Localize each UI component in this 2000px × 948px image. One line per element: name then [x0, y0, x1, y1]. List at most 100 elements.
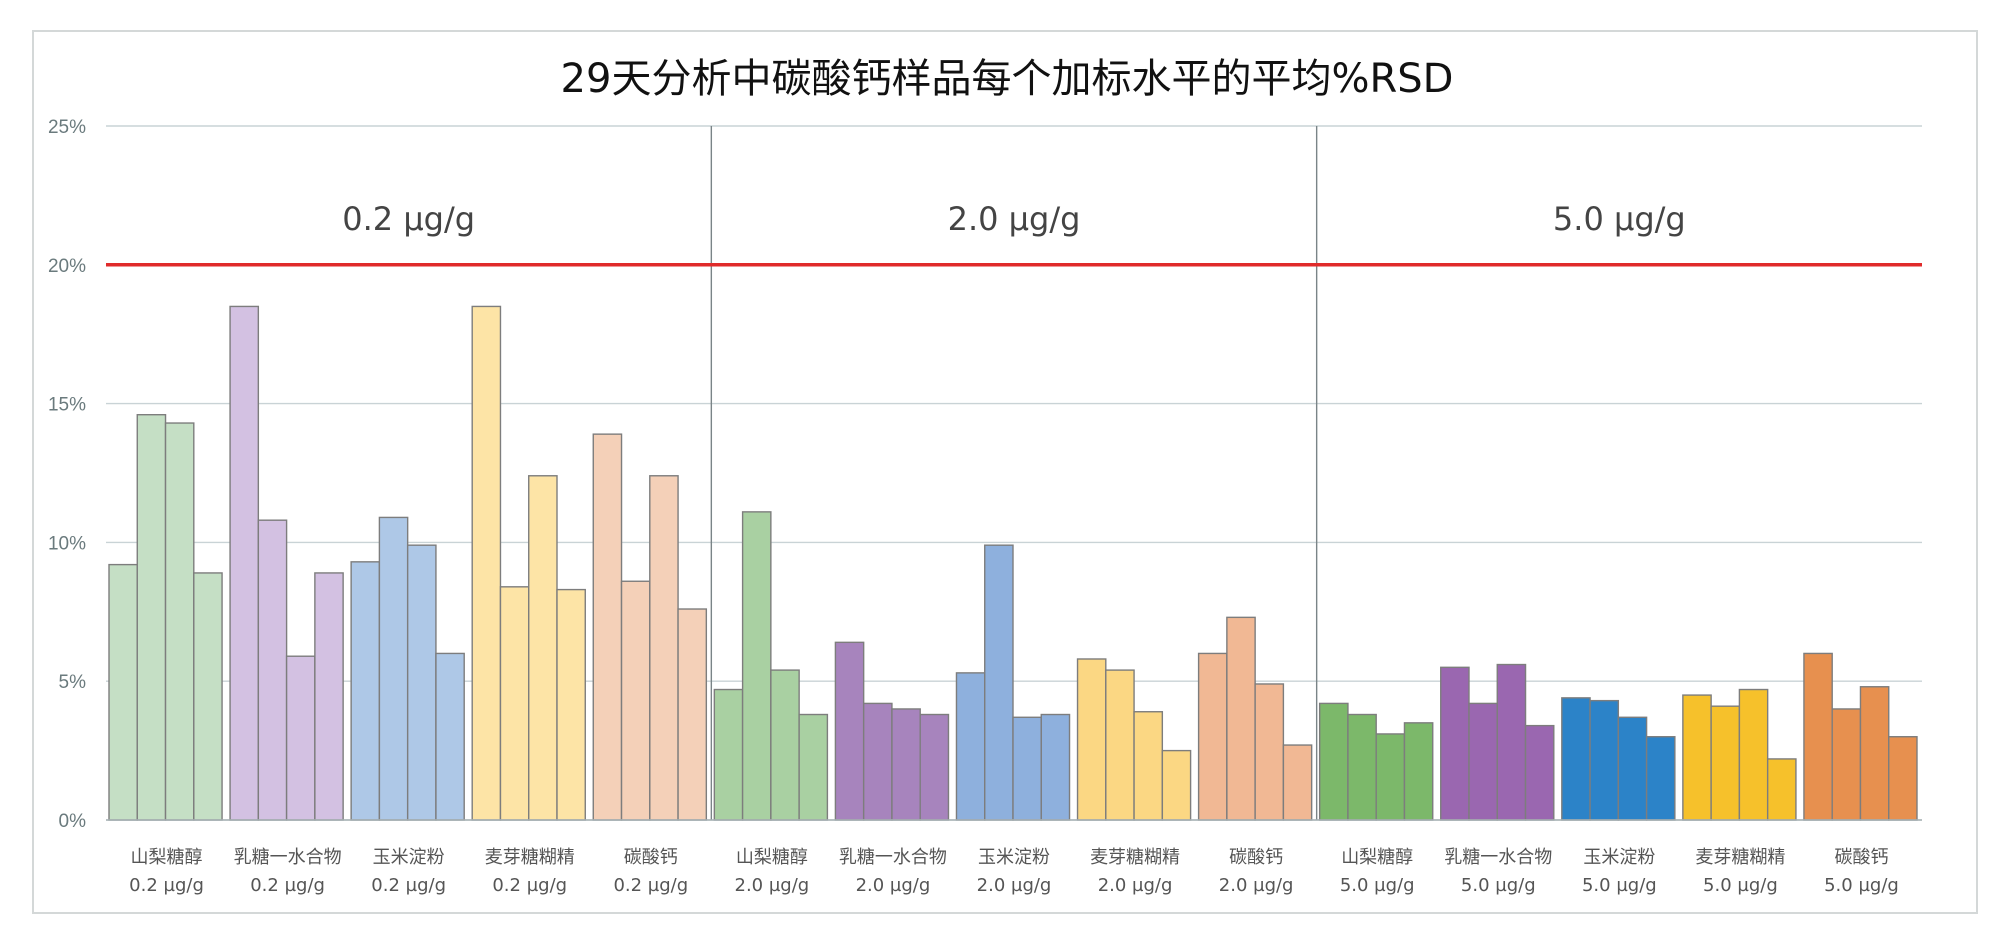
y-tick-label: 15% [48, 395, 86, 416]
bars [108, 305, 1918, 821]
bar [1226, 616, 1256, 821]
category-label: 碳酸钙 [1229, 847, 1283, 868]
rsd-bar-chart: 29天分析中碳酸钙样品每个加标水平的平均%RSD 0% 5% 10% 15% 20% 25… [48, 56, 1922, 896]
bar [1318, 702, 1349, 821]
category-label: 玉米淀粉 [373, 847, 445, 868]
reference-lines [106, 263, 1922, 821]
category-level-label: 2.0 µg/g [856, 875, 931, 896]
y-tick-label: 10% [48, 533, 86, 554]
category-label: 山梨糖醇 [1341, 847, 1413, 868]
x-axis-category-labels: 山梨糖醇 0.2 µg/g 乳糖一水合物 0.2 µg/g 玉米淀粉 0.2 µg/g 麦芽… [129, 847, 1899, 896]
category-level-label: 2.0 µg/g [977, 875, 1052, 896]
bar [108, 563, 138, 821]
category-label: 乳糖一水合物 [1444, 847, 1552, 868]
bar [257, 519, 288, 821]
bar [770, 669, 800, 821]
bar [528, 475, 558, 821]
y-tick-label: 25% [48, 117, 86, 138]
bar [1888, 736, 1918, 821]
bar [649, 475, 679, 821]
bar [1496, 663, 1527, 821]
category-level-label: 0.2 µg/g [371, 875, 446, 896]
bar [955, 672, 986, 821]
bar [164, 422, 195, 821]
bar [1012, 716, 1042, 821]
category-level-label: 0.2 µg/g [492, 875, 567, 896]
bar [1682, 694, 1712, 821]
bar [1710, 705, 1741, 821]
bar [891, 708, 921, 821]
bar [592, 433, 623, 821]
bar [1161, 749, 1192, 821]
bar [285, 655, 316, 821]
group-separators [710, 126, 1318, 820]
bar [1831, 708, 1862, 821]
bar [1197, 652, 1228, 821]
bar [556, 588, 586, 821]
bar [406, 544, 437, 821]
category-label: 碳酸钙 [624, 847, 678, 868]
bar [1040, 713, 1071, 821]
bar [1524, 724, 1555, 821]
category-label: 山梨糖醇 [131, 847, 203, 868]
category-level-label: 5.0 µg/g [1703, 875, 1778, 896]
category-level-label: 5.0 µg/g [1461, 875, 1536, 896]
y-tick-label: 20% [48, 256, 86, 277]
category-label: 麦芽糖糊精 [1090, 847, 1180, 868]
bar [229, 305, 260, 821]
bar [1403, 722, 1434, 821]
bar [620, 580, 651, 821]
bar [984, 544, 1014, 821]
bar [1105, 669, 1135, 821]
group-labels: 0.2 µg/g 2.0 µg/g 5.0 µg/g [342, 200, 1685, 238]
bar [314, 572, 344, 821]
y-tick-label: 5% [59, 672, 87, 693]
bar [1347, 713, 1377, 821]
bar [677, 608, 708, 821]
bar [350, 561, 381, 821]
bar [1468, 702, 1498, 821]
category-label: 玉米淀粉 [1583, 847, 1655, 868]
category-label: 乳糖一水合物 [839, 847, 947, 868]
group-label: 5.0 µg/g [1553, 200, 1686, 238]
bar [1440, 666, 1470, 821]
bar [471, 305, 502, 821]
category-level-label: 0.2 µg/g [250, 875, 325, 896]
category-level-label: 5.0 µg/g [1340, 875, 1415, 896]
bar [1133, 711, 1164, 821]
category-level-label: 2.0 µg/g [735, 875, 810, 896]
bar [378, 516, 409, 821]
chart-title: 29天分析中碳酸钙样品每个加标水平的平均%RSD [561, 56, 1454, 102]
category-level-label: 2.0 µg/g [1219, 875, 1294, 896]
bar [499, 586, 530, 821]
y-axis-tick-labels: 0% 5% 10% 15% 20% 25% [48, 117, 86, 832]
bar [862, 702, 893, 821]
category-level-label: 5.0 µg/g [1582, 875, 1657, 896]
bar [1645, 736, 1676, 821]
category-label: 乳糖一水合物 [234, 847, 342, 868]
bar [1589, 699, 1620, 821]
category-label: 碳酸钙 [1834, 847, 1888, 868]
bar [713, 688, 744, 821]
bar [1859, 686, 1890, 821]
bar [1375, 733, 1406, 821]
chart-frame: 29天分析中碳酸钙样品每个加标水平的平均%RSD 0% 5% 10% 15% 20% 25… [32, 30, 1978, 914]
category-level-label: 0.2 µg/g [613, 875, 688, 896]
bar [136, 414, 167, 821]
bar [1617, 716, 1648, 821]
category-label: 山梨糖醇 [736, 847, 808, 868]
bar [1738, 688, 1769, 821]
bar [919, 713, 950, 821]
bar [1766, 758, 1797, 821]
bar [1254, 683, 1285, 821]
bar [193, 572, 223, 821]
category-level-label: 0.2 µg/g [129, 875, 204, 896]
group-label: 0.2 µg/g [342, 200, 475, 238]
bar [1076, 658, 1107, 821]
bar [1803, 652, 1833, 821]
category-label: 麦芽糖糊精 [1695, 847, 1785, 868]
category-label: 麦芽糖糊精 [485, 847, 575, 868]
category-label: 玉米淀粉 [978, 847, 1050, 868]
category-level-label: 5.0 µg/g [1824, 875, 1899, 896]
bar [741, 511, 772, 821]
